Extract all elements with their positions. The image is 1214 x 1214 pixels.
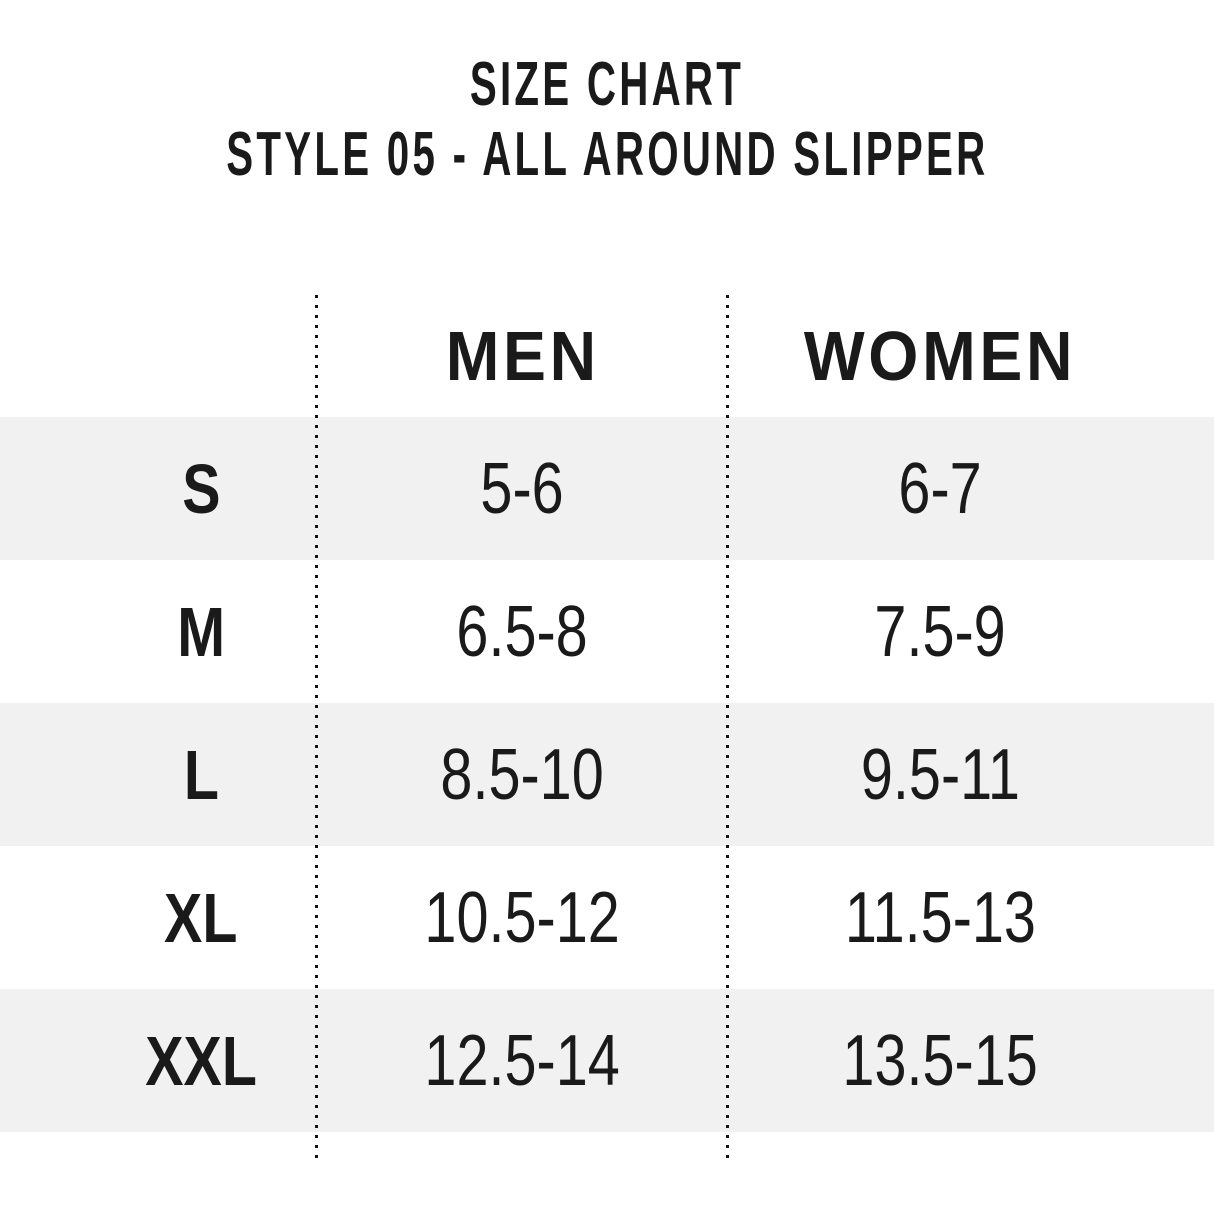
size-label-m: M (177, 592, 225, 671)
size-cell: M (0, 592, 317, 672)
women-value-cell: 13.5-15 (728, 1020, 1152, 1102)
women-value-l: 9.5-11 (860, 734, 1020, 815)
size-label-xl: XL (164, 878, 238, 957)
table-row-xxl: XXL 12.5-14 13.5-15 (0, 989, 1214, 1132)
women-value-xl: 11.5-13 (844, 877, 1036, 958)
header-cell-men: MEN (317, 316, 728, 396)
size-label-l: L (183, 735, 219, 814)
size-label-s: S (181, 449, 221, 528)
size-cell: L (0, 735, 317, 815)
men-value-xl: 10.5-12 (424, 877, 621, 958)
men-value-m: 6.5-8 (456, 591, 589, 672)
women-value-xxl: 13.5-15 (842, 1020, 1038, 1101)
size-table: MEN WOMEN S 5-6 6-7 M 6.5-8 (0, 295, 1214, 1162)
women-value-cell: 11.5-13 (728, 877, 1152, 959)
men-value-cell: 10.5-12 (317, 877, 728, 959)
women-value-cell: 6-7 (728, 448, 1152, 530)
column-divider-left (315, 295, 318, 1162)
title-block: SIZE CHART STYLE 05 - ALL AROUND SLIPPER (0, 0, 1214, 190)
men-value-cell: 12.5-14 (317, 1020, 728, 1102)
men-column-header: MEN (445, 317, 600, 395)
women-value-cell: 9.5-11 (728, 734, 1152, 816)
table-row-s: S 5-6 6-7 (0, 417, 1214, 560)
size-cell: XXL (0, 1021, 317, 1101)
men-value-cell: 6.5-8 (317, 591, 728, 673)
men-value-xxl: 12.5-14 (424, 1020, 621, 1101)
table-row-m: M 6.5-8 7.5-9 (0, 560, 1214, 703)
page-title: SIZE CHART (469, 50, 745, 119)
page-subtitle: STYLE 05 - ALL AROUND SLIPPER (225, 120, 989, 189)
women-value-cell: 7.5-9 (728, 591, 1152, 673)
page-title-line: SIZE CHART (0, 50, 1214, 120)
header-cell-women: WOMEN (728, 316, 1152, 396)
table-header-row: MEN WOMEN (0, 295, 1214, 417)
size-cell: S (0, 449, 317, 529)
women-value-m: 7.5-9 (874, 591, 1006, 672)
men-value-s: 5-6 (480, 448, 565, 529)
women-value-s: 6-7 (898, 448, 982, 529)
men-value-cell: 8.5-10 (317, 734, 728, 816)
page-subtitle-line: STYLE 05 - ALL AROUND SLIPPER (0, 120, 1214, 190)
column-divider-right (726, 295, 729, 1162)
table-row-xl: XL 10.5-12 11.5-13 (0, 846, 1214, 989)
men-value-l: 8.5-10 (440, 734, 605, 815)
size-label-xxl: XXL (145, 1021, 257, 1100)
size-cell: XL (0, 878, 317, 958)
table-row-l: L 8.5-10 9.5-11 (0, 703, 1214, 846)
men-value-cell: 5-6 (317, 448, 728, 530)
women-column-header: WOMEN (803, 317, 1077, 395)
